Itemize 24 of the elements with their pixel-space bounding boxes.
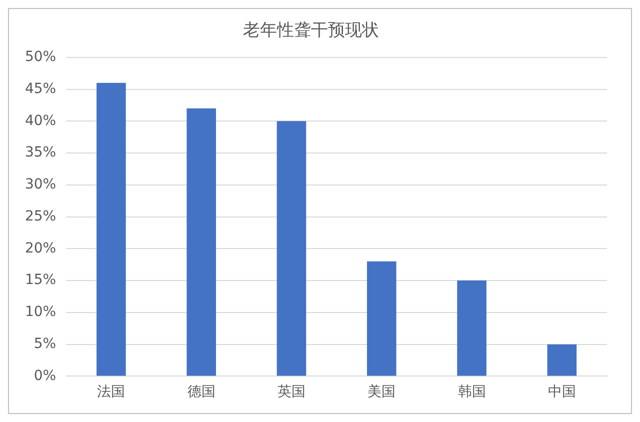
bar	[186, 108, 216, 376]
y-tick-label: 10%	[24, 304, 56, 320]
x-tick-label: 中国	[548, 384, 576, 400]
bar	[547, 344, 577, 376]
y-tick-label: 30%	[24, 176, 56, 193]
bar	[96, 82, 126, 376]
x-tick-label: 韩国	[458, 384, 486, 400]
y-tick-label: 20%	[24, 240, 56, 256]
bar	[276, 121, 306, 376]
chart-title: 老年性聋干预现状	[243, 20, 379, 41]
x-tick-label: 德国	[187, 384, 216, 400]
y-tick-label: 0%	[34, 368, 56, 384]
x-tick-label: 美国	[368, 384, 396, 400]
y-tick-label: 50%	[24, 49, 56, 66]
bar	[457, 280, 486, 376]
y-tick-label: 15%	[24, 272, 56, 288]
y-tick-label: 35%	[24, 144, 56, 161]
y-tick-label: 25%	[24, 208, 56, 224]
x-tick-label: 法国	[97, 384, 126, 400]
y-tick-label: 5%	[34, 336, 56, 352]
y-tick-label: 40%	[24, 112, 56, 129]
y-tick-label: 45%	[24, 80, 56, 97]
bar	[366, 261, 396, 376]
x-tick-label: 英国	[277, 384, 306, 400]
